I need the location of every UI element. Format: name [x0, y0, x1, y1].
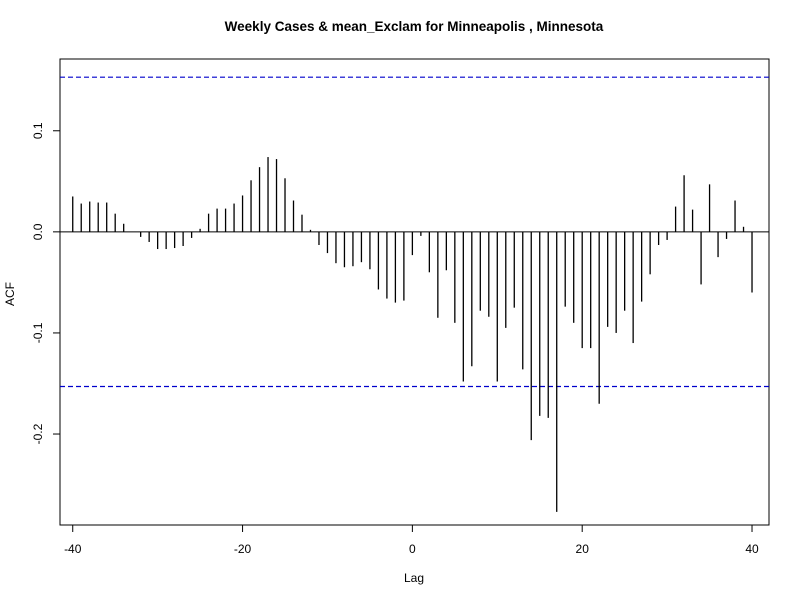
axes: -40 -20 0 20 40 -0.2 -0.1 0.0 0.1 — [31, 122, 769, 556]
y-tick-label: -0.1 — [31, 322, 45, 343]
y-tick-label: 0.1 — [31, 122, 45, 139]
x-tick-label: 0 — [409, 542, 416, 556]
plot-frame — [59, 58, 770, 526]
confidence-bounds — [60, 76, 769, 388]
x-tick-label: -20 — [234, 542, 252, 556]
x-tick-label: 20 — [576, 542, 590, 556]
x-tick-label: 40 — [745, 542, 759, 556]
acf-bars — [72, 157, 753, 512]
x-axis-label: Lag — [404, 571, 424, 585]
chart-title: Weekly Cases & mean_Exclam for Minneapol… — [225, 19, 604, 34]
y-tick-label: 0.0 — [31, 223, 45, 240]
y-tick-label: -0.2 — [31, 423, 45, 444]
y-axis-label: ACF — [3, 282, 17, 306]
x-tick-label: -40 — [64, 542, 82, 556]
